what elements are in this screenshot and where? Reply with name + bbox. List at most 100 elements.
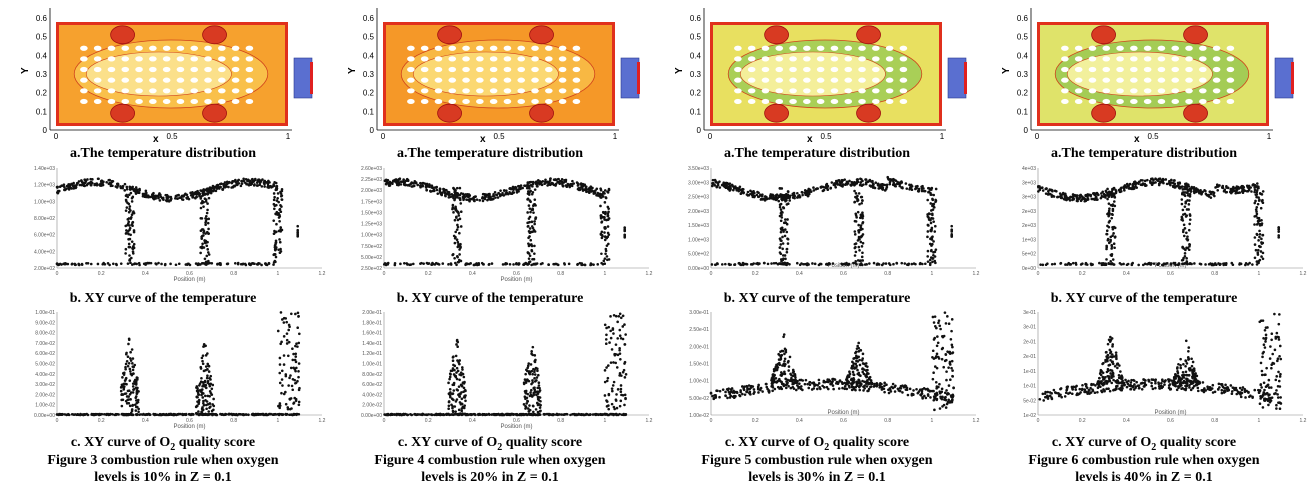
data-point — [857, 224, 860, 227]
air-hole — [407, 67, 415, 72]
data-point — [616, 366, 619, 369]
xy-plot: 00.20.40.60.811.22.00e+024.00e+026.00e+0… — [34, 166, 326, 283]
data-point — [502, 194, 505, 197]
data-point — [719, 186, 722, 189]
data-point — [554, 178, 557, 181]
data-point — [529, 239, 532, 242]
air-hole — [1185, 56, 1193, 61]
data-point — [619, 352, 622, 355]
data-point — [939, 407, 942, 410]
data-point — [877, 184, 880, 187]
data-point — [740, 191, 743, 194]
data-point — [855, 220, 858, 223]
data-point — [605, 248, 608, 251]
data-point — [799, 379, 802, 382]
data-point — [87, 262, 90, 265]
air-hole — [573, 56, 581, 61]
data-point — [529, 227, 532, 230]
data-point — [462, 390, 465, 393]
data-point — [798, 386, 801, 389]
data-point — [869, 386, 872, 389]
data-point — [205, 365, 208, 368]
x-tick-label: 0 — [383, 271, 386, 277]
data-point — [400, 180, 403, 183]
data-point — [288, 398, 291, 401]
data-point — [619, 358, 622, 361]
data-point — [620, 316, 623, 319]
air-hole — [218, 99, 226, 104]
data-point — [505, 413, 508, 416]
data-point — [63, 186, 66, 189]
data-point — [531, 379, 534, 382]
data-point — [406, 263, 409, 266]
data-point — [729, 188, 732, 191]
data-point — [945, 322, 948, 325]
data-point — [297, 315, 300, 318]
data-point — [951, 346, 954, 349]
data-point — [105, 181, 108, 184]
data-point — [779, 206, 782, 209]
data-point — [575, 414, 578, 417]
data-point — [866, 385, 869, 388]
air-hole — [1171, 46, 1179, 51]
air-hole — [545, 88, 553, 93]
data-point — [457, 214, 460, 217]
data-point — [134, 262, 137, 265]
data-point — [283, 335, 286, 338]
data-point — [733, 263, 736, 266]
data-point — [131, 362, 134, 365]
data-point — [604, 381, 607, 384]
y-tick-label: 2.50e+03 — [688, 195, 709, 201]
data-point — [97, 263, 100, 266]
data-point — [768, 391, 771, 394]
data-point — [764, 195, 767, 198]
data-point — [419, 182, 422, 185]
data-point — [538, 387, 541, 390]
data-point — [780, 386, 783, 389]
data-point — [739, 389, 742, 392]
data-point — [452, 253, 455, 256]
data-point — [524, 185, 527, 188]
data-point — [853, 190, 856, 193]
data-point — [537, 374, 540, 377]
nozzle-edge — [964, 62, 967, 94]
air-hole — [504, 78, 512, 83]
air-hole — [448, 78, 456, 83]
data-point — [283, 393, 286, 396]
air-hole — [108, 56, 116, 61]
data-point — [458, 373, 461, 376]
data-point — [604, 413, 607, 416]
data-point — [455, 400, 458, 403]
data-point — [533, 252, 536, 255]
data-point — [861, 199, 864, 202]
data-point — [883, 382, 886, 385]
data-point — [1173, 179, 1176, 182]
data-point — [453, 369, 456, 372]
data-point — [403, 182, 406, 185]
y-tick-label: 0.1 — [363, 107, 375, 116]
data-point — [828, 263, 831, 266]
data-point — [809, 383, 812, 386]
data-point — [745, 385, 748, 388]
data-point — [881, 386, 884, 389]
air-hole — [1075, 56, 1083, 61]
data-point — [494, 196, 497, 199]
data-point — [610, 413, 613, 416]
data-point — [293, 379, 296, 382]
data-point — [198, 413, 201, 416]
data-point — [602, 263, 605, 266]
data-point — [784, 218, 787, 221]
data-point — [804, 193, 807, 196]
data-point — [623, 226, 626, 229]
data-point — [612, 384, 615, 387]
y-axis-label: Y — [1001, 67, 1012, 74]
air-hole — [177, 99, 185, 104]
data-point — [257, 262, 260, 265]
caption: b. XY curve of the temperature — [397, 291, 584, 306]
data-point — [107, 262, 110, 265]
data-point — [398, 178, 401, 181]
data-point — [712, 182, 715, 185]
data-point — [619, 372, 622, 375]
data-point — [591, 187, 594, 190]
air-hole — [531, 88, 539, 93]
